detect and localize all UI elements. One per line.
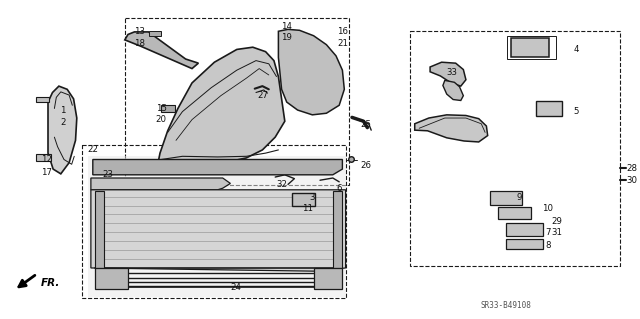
- Polygon shape: [506, 239, 543, 249]
- Text: 23: 23: [102, 170, 113, 179]
- Polygon shape: [91, 190, 346, 271]
- FancyBboxPatch shape: [36, 154, 51, 161]
- Polygon shape: [443, 80, 463, 100]
- Polygon shape: [95, 191, 104, 268]
- Text: 2: 2: [60, 118, 65, 127]
- Polygon shape: [278, 29, 344, 115]
- Bar: [149, 31, 161, 36]
- Text: 22: 22: [87, 145, 99, 154]
- Text: 19: 19: [282, 33, 292, 42]
- Text: 29: 29: [552, 217, 562, 226]
- Text: 18: 18: [134, 39, 145, 48]
- FancyBboxPatch shape: [36, 97, 49, 102]
- Polygon shape: [430, 62, 466, 86]
- Polygon shape: [506, 223, 543, 236]
- Text: 15: 15: [156, 104, 167, 113]
- Polygon shape: [157, 47, 285, 169]
- Bar: [125, 18, 349, 185]
- Bar: [507, 36, 556, 59]
- Polygon shape: [490, 191, 522, 205]
- Polygon shape: [48, 86, 77, 174]
- Text: 27: 27: [257, 91, 268, 100]
- Polygon shape: [333, 191, 342, 268]
- Bar: [410, 31, 620, 266]
- Text: 12: 12: [40, 155, 52, 164]
- Polygon shape: [88, 156, 346, 297]
- Bar: [161, 105, 175, 112]
- Bar: [82, 145, 346, 298]
- Text: 8: 8: [545, 241, 550, 250]
- Polygon shape: [292, 193, 315, 206]
- Text: SR33-B49108: SR33-B49108: [480, 301, 531, 310]
- Text: 4: 4: [573, 45, 579, 54]
- Polygon shape: [498, 207, 531, 219]
- Polygon shape: [95, 268, 128, 289]
- Text: 25: 25: [360, 120, 372, 129]
- Text: 28: 28: [627, 164, 638, 173]
- Text: 14: 14: [281, 22, 292, 31]
- Text: FR.: FR.: [41, 278, 60, 288]
- Text: 32: 32: [276, 180, 287, 189]
- Text: 17: 17: [40, 168, 52, 177]
- Polygon shape: [415, 115, 488, 142]
- Text: 3: 3: [310, 193, 315, 202]
- Text: 5: 5: [573, 107, 579, 116]
- Text: 20: 20: [156, 115, 167, 124]
- Text: 30: 30: [627, 176, 638, 185]
- Polygon shape: [511, 38, 549, 57]
- Polygon shape: [314, 268, 342, 289]
- Text: 33: 33: [446, 68, 458, 77]
- Polygon shape: [125, 32, 198, 69]
- Polygon shape: [91, 178, 230, 190]
- Text: 1: 1: [60, 106, 65, 115]
- Text: 16: 16: [337, 27, 348, 36]
- Text: 26: 26: [360, 161, 372, 170]
- Text: 24: 24: [230, 283, 241, 292]
- Text: 11: 11: [301, 204, 313, 213]
- Text: 10: 10: [542, 204, 554, 213]
- Text: 21: 21: [337, 39, 348, 48]
- Text: 31: 31: [551, 228, 563, 237]
- Text: 7: 7: [545, 228, 550, 237]
- Polygon shape: [93, 160, 342, 175]
- Polygon shape: [536, 101, 562, 116]
- Text: 9: 9: [517, 193, 522, 202]
- Text: 6: 6: [337, 184, 342, 193]
- Text: 13: 13: [134, 27, 145, 36]
